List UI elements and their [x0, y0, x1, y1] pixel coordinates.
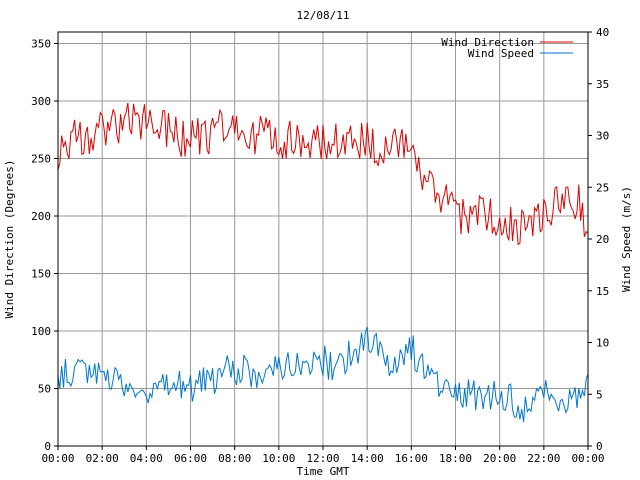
x-tick-label: 20:00	[483, 452, 516, 465]
x-tick-label: 00:00	[41, 452, 74, 465]
legend-label-wind-speed: Wind Speed	[468, 47, 534, 60]
chart-title: 12/08/11	[297, 9, 350, 22]
x-tick-label: 00:00	[571, 452, 604, 465]
y-tick-label-right: 15	[596, 285, 609, 298]
x-tick-label: 22:00	[527, 452, 560, 465]
y-tick-label-right: 25	[596, 181, 609, 194]
x-tick-label: 10:00	[262, 452, 295, 465]
y-tick-label-right: 35	[596, 78, 609, 91]
ticks: 00:00 02:00 04:00 06:00 08:00 10:00 12:00 14:00…	[31, 26, 609, 465]
wind-speed-line	[57, 326, 589, 423]
y-tick-label-right: 5	[596, 388, 603, 401]
legend-label-wind-direction: Wind Direction	[441, 36, 534, 49]
y-tick-label-right: 10	[596, 337, 609, 350]
y-tick-label-right: 20	[596, 233, 609, 246]
x-axis-label: Time GMT	[297, 465, 350, 478]
y-tick-label-left: 200	[31, 210, 51, 223]
y-tick-label-left: 100	[31, 325, 51, 338]
series-layer	[57, 102, 589, 423]
y-tick-label-left: 300	[31, 95, 51, 108]
x-tick-label: 16:00	[395, 452, 428, 465]
y-tick-label-left: 250	[31, 153, 51, 166]
y-tick-label-right: 30	[596, 130, 609, 143]
y-tick-label-right: 40	[596, 26, 609, 39]
y-axis-label-left: Wind Direction (Degrees)	[3, 160, 16, 319]
y-tick-label-left: 150	[31, 268, 51, 281]
y-tick-label-left: 50	[38, 383, 51, 396]
y-tick-label-right: 0	[596, 440, 603, 453]
x-tick-label: 18:00	[439, 452, 472, 465]
legend: Wind Direction Wind Speed	[441, 36, 573, 60]
grid	[58, 32, 588, 446]
wind-direction-line	[57, 102, 589, 246]
x-tick-label: 06:00	[174, 452, 207, 465]
y-tick-label-left: 350	[31, 38, 51, 51]
x-tick-label: 14:00	[351, 452, 384, 465]
x-tick-label: 02:00	[86, 452, 119, 465]
y-tick-label-left: 0	[44, 440, 51, 453]
y-axis-label-right: Wind Speed (m/s)	[620, 186, 633, 292]
x-tick-label: 04:00	[130, 452, 163, 465]
x-tick-label: 08:00	[218, 452, 251, 465]
x-tick-label: 12:00	[306, 452, 339, 465]
